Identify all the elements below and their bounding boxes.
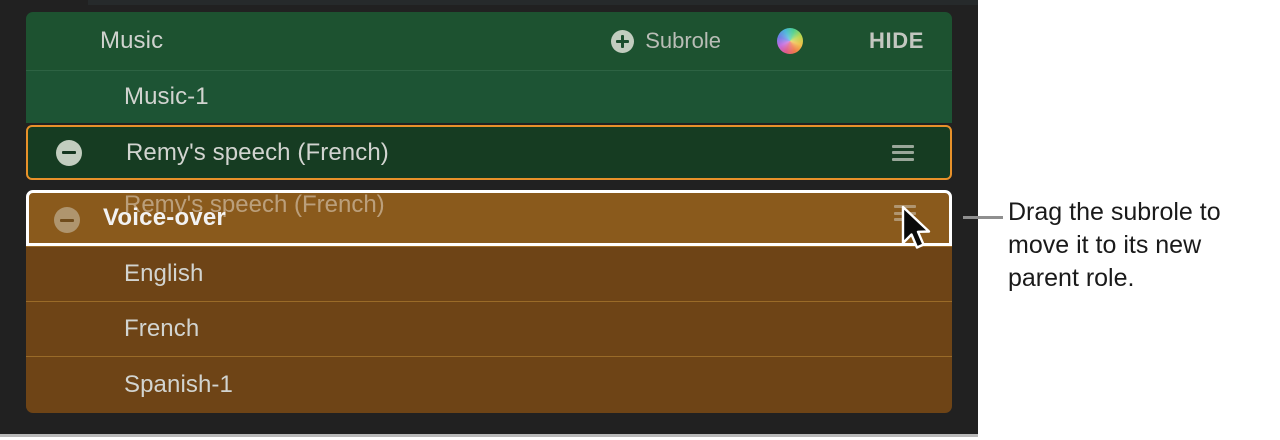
roles-editor-panel: Music Subrole HIDE Music-1 Remy's speech… bbox=[0, 0, 978, 434]
subrole-label: Spanish-1 bbox=[124, 371, 233, 398]
callout-leader-line bbox=[963, 216, 1003, 219]
callout-text: Drag the subrole to move it to its new p… bbox=[1008, 198, 1221, 292]
panel-top-edge bbox=[88, 0, 978, 5]
subrole-row-remys-speech-french[interactable]: Remy's speech (French) bbox=[26, 125, 952, 180]
color-wheel-icon[interactable] bbox=[777, 28, 804, 54]
subrole-label: French bbox=[124, 315, 200, 342]
subrole-label: Music-1 bbox=[124, 83, 209, 110]
plus-circle-icon bbox=[611, 29, 635, 53]
role-title-voice-over: Voice-over bbox=[103, 204, 226, 231]
minus-circle-icon[interactable] bbox=[56, 139, 82, 166]
role-header-controls: Subrole HIDE bbox=[611, 12, 952, 70]
subrole-row-english[interactable]: English bbox=[26, 246, 952, 301]
hide-button[interactable]: HIDE bbox=[869, 28, 924, 53]
role-group-voice-over: Voice-over English French Spanish-1 bbox=[26, 190, 952, 413]
add-subrole-label: Subrole bbox=[645, 28, 722, 53]
panel-bottom-rule bbox=[0, 434, 978, 437]
role-header-voice-over[interactable]: Voice-over bbox=[26, 190, 952, 246]
subrole-row-french[interactable]: French bbox=[26, 301, 952, 356]
role-title-music: Music bbox=[100, 27, 164, 54]
role-header-music[interactable]: Music Subrole HIDE bbox=[26, 12, 952, 70]
hamburger-drag-handle-icon[interactable] bbox=[892, 144, 914, 161]
subrole-label: Remy's speech (French) bbox=[126, 138, 389, 166]
role-group-music: Music Subrole HIDE Music-1 Remy's speech… bbox=[26, 12, 952, 180]
subrole-label: English bbox=[124, 260, 204, 287]
subrole-row-spanish-1[interactable]: Spanish-1 bbox=[26, 356, 952, 413]
subrole-row-music-1[interactable]: Music-1 bbox=[26, 70, 952, 123]
add-subrole-button[interactable]: Subrole bbox=[611, 28, 721, 54]
